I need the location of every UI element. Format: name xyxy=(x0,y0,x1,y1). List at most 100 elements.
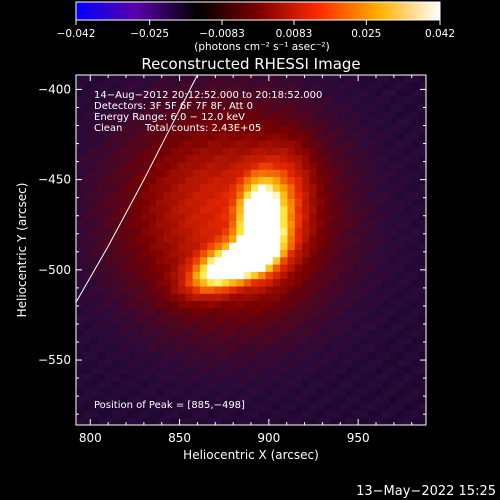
heatmap-cell xyxy=(214,250,223,258)
heatmap-cell xyxy=(76,395,84,404)
heatmap-cell xyxy=(221,89,230,98)
heatmap-cell xyxy=(323,403,332,411)
heatmap-cell xyxy=(83,322,92,331)
heatmap-cell xyxy=(265,308,274,317)
heatmap-cell xyxy=(170,388,179,397)
heatmap-cell xyxy=(316,228,325,236)
heatmap-cell xyxy=(294,322,303,331)
annotation-block: 14−Aug−2012 20:12:52.000 to 20:18:52.000… xyxy=(94,90,322,411)
heatmap-cell xyxy=(374,417,383,425)
heatmap-cell xyxy=(323,286,332,295)
heatmap-cell xyxy=(178,162,186,171)
heatmap-cell xyxy=(302,286,310,295)
heatmap-cell xyxy=(229,337,237,346)
heatmap-cell xyxy=(280,366,288,375)
heatmap-cell xyxy=(251,250,259,258)
heatmap-cell xyxy=(258,213,267,222)
heatmap-cell xyxy=(229,220,237,229)
heatmap-cell xyxy=(331,403,339,411)
heatmap-cell xyxy=(185,403,194,411)
heatmap-cell xyxy=(367,191,376,200)
heatmap-cell xyxy=(396,337,405,346)
heatmap-cell xyxy=(411,315,420,324)
heatmap-cell xyxy=(185,308,194,317)
heatmap-cell xyxy=(389,228,398,236)
heatmap-cell xyxy=(156,242,164,251)
heatmap-cell xyxy=(294,155,303,163)
heatmap-cell xyxy=(83,213,92,222)
heatmap-cell xyxy=(90,388,99,397)
heatmap-cell xyxy=(90,89,99,98)
heatmap-cell xyxy=(127,191,135,200)
heatmap-cell xyxy=(90,118,99,127)
heatmap-cell xyxy=(265,366,274,375)
heatmap-cell xyxy=(83,301,92,309)
heatmap-cell xyxy=(90,373,99,382)
heatmap-cell xyxy=(374,191,383,200)
heatmap-cell xyxy=(97,104,106,112)
heatmap-cell xyxy=(265,250,274,258)
heatmap-cell xyxy=(170,133,179,142)
heatmap-cell xyxy=(323,89,332,98)
heatmap-cell xyxy=(345,140,354,149)
heatmap-cell xyxy=(302,337,310,346)
heatmap-cell xyxy=(178,147,186,156)
heatmap-cell xyxy=(382,111,391,120)
heatmap-cell xyxy=(353,330,361,338)
heatmap-cell xyxy=(112,373,121,382)
heatmap-cell xyxy=(97,206,106,215)
heatmap-cell xyxy=(309,82,318,91)
heatmap-cell xyxy=(127,403,135,411)
heatmap-cell xyxy=(382,264,391,273)
heatmap-cell xyxy=(374,315,383,324)
heatmap-cell xyxy=(221,118,230,127)
heatmap-cell xyxy=(287,89,296,98)
heatmap-cell xyxy=(76,417,84,425)
heatmap-cell xyxy=(323,250,332,258)
heatmap-cell xyxy=(265,235,274,244)
heatmap-cell xyxy=(396,111,405,120)
heatmap-cell xyxy=(105,75,113,83)
heatmap-cell xyxy=(294,235,303,244)
heatmap-cell xyxy=(199,286,208,295)
heatmap-cell xyxy=(309,133,318,142)
heatmap-cell xyxy=(148,315,157,324)
heatmap-cell xyxy=(280,111,288,120)
heatmap-cell xyxy=(221,177,230,185)
heatmap-cell xyxy=(105,322,113,331)
heatmap-cell xyxy=(236,220,245,229)
heatmap-cell xyxy=(294,162,303,171)
heatmap-cell xyxy=(243,96,252,105)
heatmap-cell xyxy=(294,96,303,105)
heatmap-cell xyxy=(287,279,296,287)
heatmap-cell xyxy=(404,184,412,193)
heatmap-cell xyxy=(76,344,84,353)
heatmap-cell xyxy=(170,381,179,390)
heatmap-cell xyxy=(309,352,318,360)
heatmap-cell xyxy=(404,206,412,215)
heatmap-cell xyxy=(331,315,339,324)
heatmap-cell xyxy=(199,395,208,404)
heatmap-cell xyxy=(258,301,267,309)
heatmap-cell xyxy=(396,155,405,163)
heatmap-cell xyxy=(265,373,274,382)
heatmap-cell xyxy=(302,242,310,251)
heatmap-cell xyxy=(76,133,84,142)
heatmap-cell xyxy=(353,147,361,156)
heatmap-cell xyxy=(163,337,172,346)
heatmap-cell xyxy=(243,111,252,120)
heatmap-cell xyxy=(411,359,420,368)
heatmap-cell xyxy=(280,162,288,171)
heatmap-cell xyxy=(207,301,216,309)
heatmap-cell xyxy=(345,177,354,185)
heatmap-cell xyxy=(323,104,332,112)
heatmap-cell xyxy=(199,184,208,193)
heatmap-cell xyxy=(272,403,281,411)
heatmap-cell xyxy=(243,293,252,302)
heatmap-cell xyxy=(411,271,420,280)
heatmap-cell xyxy=(127,301,135,309)
heatmap-cell xyxy=(229,184,237,193)
heatmap-cell xyxy=(294,395,303,404)
heatmap-cell xyxy=(76,381,84,390)
heatmap-cell xyxy=(119,198,128,207)
